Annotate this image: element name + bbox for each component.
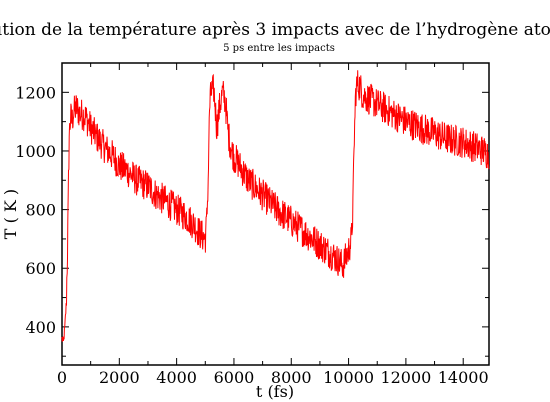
y-axis-label: T ( K ) xyxy=(1,189,20,239)
x-tick-label: 12000 xyxy=(380,368,431,387)
axis-ticks: 0 2000 4000 6000 8000 10000 12000 14000 400 600 80… xyxy=(15,63,489,387)
x-tick-label: 10000 xyxy=(323,368,374,387)
x-axis-label: t (fs) xyxy=(256,382,294,401)
chart-title: Evolution de la température après 3 impa… xyxy=(0,20,550,40)
y-tick-label: 800 xyxy=(25,201,56,220)
y-tick-label: 1200 xyxy=(15,83,56,102)
chart-subtitle: 5 ps entre les impacts xyxy=(223,43,335,54)
x-tick-label: 14000 xyxy=(438,368,489,387)
x-tick-label: 2000 xyxy=(99,368,140,387)
x-tick-label: 6000 xyxy=(214,368,255,387)
x-tick-label: 0 xyxy=(57,368,67,387)
y-tick-label: 1000 xyxy=(15,142,56,161)
x-tick-label: 4000 xyxy=(156,368,197,387)
x-tick-label: 8000 xyxy=(271,368,312,387)
plot-frame xyxy=(61,62,490,366)
y-tick-label: 400 xyxy=(25,318,56,337)
y-tick-label: 600 xyxy=(25,259,56,278)
series-line xyxy=(61,70,490,342)
